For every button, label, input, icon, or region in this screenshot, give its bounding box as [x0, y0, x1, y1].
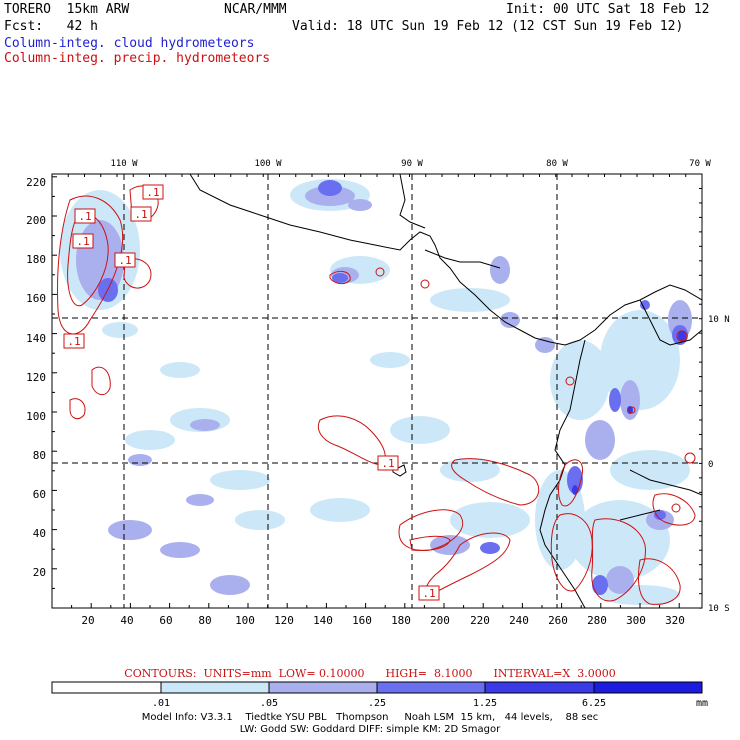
x-tick-label: 140 — [313, 614, 333, 627]
contour-label: .1 — [381, 457, 394, 470]
colorbar-segment — [160, 681, 270, 694]
contour-info: CONTOURS: UNITS=mm LOW= 0.10000 HIGH= 8.… — [124, 667, 616, 680]
model-info-line1: Model Info: V3.3.1 Tiedtke YSU PBL Thomp… — [141, 712, 599, 723]
colorbar-unit: mm — [696, 698, 708, 709]
lon-label-100w: 100 W — [254, 159, 282, 169]
contour-label: .1 — [146, 186, 159, 199]
valid-time: Valid: 18 UTC Sun 19 Feb 12 (12 CST Sun … — [292, 19, 684, 34]
contour-label: .1 — [422, 587, 435, 600]
x-tick-label: 320 — [665, 614, 685, 627]
y-tick-label: 120 — [26, 371, 46, 384]
x-tick-label: 260 — [548, 614, 568, 627]
colorbar-tick-label: .01 — [152, 698, 170, 709]
colorbar-segment — [268, 681, 378, 694]
x-tick-label: 220 — [470, 614, 490, 627]
axis-ticks — [51, 173, 703, 609]
colorbar-tick-label: .05 — [260, 698, 278, 709]
forecast-hour: Fcst: 42 h — [4, 19, 98, 34]
y-tick-label: 40 — [33, 527, 46, 540]
organization: NCAR/MMM — [224, 2, 287, 17]
colorbar-segment — [593, 681, 703, 694]
lat-label-0: 0 — [708, 460, 713, 470]
graticule — [52, 174, 702, 608]
x-grid-labels: 20 40 60 80 100 120 140 160 180 200 220 … — [81, 614, 685, 627]
x-tick-label: 160 — [352, 614, 372, 627]
cloud-shading-strong — [572, 331, 686, 495]
contour-label: .1 — [78, 210, 91, 223]
x-tick-label: 80 — [198, 614, 211, 627]
precip-contours — [57, 185, 696, 605]
contour-label: .1 — [67, 335, 80, 348]
x-tick-label: 120 — [274, 614, 294, 627]
lon-label-110w: 110 W — [110, 159, 138, 169]
cloud-field-label: Column-integ. cloud hydrometeors — [4, 36, 255, 51]
lat-label-10s: 10 S — [708, 604, 730, 614]
colorbar-segment — [376, 681, 486, 694]
colorbar-tick-label: 1.25 — [473, 698, 497, 709]
x-tick-label: 20 — [81, 614, 94, 627]
contour-label: .1 — [118, 254, 131, 267]
y-tick-label: 220 — [26, 176, 46, 189]
lon-label-90w: 90 W — [401, 159, 423, 169]
contour-label: .1 — [134, 208, 147, 221]
x-tick-label: 240 — [509, 614, 529, 627]
model-title: TORERO 15km ARW — [4, 2, 130, 17]
x-tick-label: 100 — [235, 614, 255, 627]
latitude-labels: 10 N 0 10 S — [708, 315, 730, 614]
contour-labels: .1 .1 .1 .1 .1 .1 .1 .1 — [63, 184, 440, 601]
coastlines — [189, 174, 702, 608]
lon-label-70w: 70 W — [689, 159, 711, 169]
x-tick-label: 180 — [391, 614, 411, 627]
lat-label-10n: 10 N — [708, 315, 730, 325]
y-tick-label: 20 — [33, 566, 46, 579]
colorbar-tick-label: .25 — [368, 698, 386, 709]
colorbar-segment — [51, 681, 162, 694]
y-tick-label: 160 — [26, 292, 46, 305]
colorbar-tick-label: 6.25 — [582, 698, 606, 709]
y-tick-label: 180 — [26, 253, 46, 266]
precip-field-label: Column-integ. precip. hydrometeors — [4, 51, 271, 66]
y-tick-label: 100 — [26, 410, 46, 423]
y-tick-label: 60 — [33, 488, 46, 501]
contour-label: .1 — [76, 235, 89, 248]
x-tick-label: 280 — [587, 614, 607, 627]
x-tick-label: 60 — [159, 614, 172, 627]
x-tick-label: 40 — [120, 614, 133, 627]
y-tick-label: 140 — [26, 332, 46, 345]
colorbar-segment — [484, 681, 595, 694]
colorbar: .01 .05 .25 1.25 6.25 mm — [51, 681, 708, 709]
y-tick-label: 200 — [26, 214, 46, 227]
y-tick-label: 80 — [33, 449, 46, 462]
longitude-labels: 110 W 100 W 90 W 80 W 70 W — [110, 159, 711, 169]
model-info-line2: LW: Godd SW: Goddard DIFF: simple KM: 2D… — [239, 724, 501, 735]
lon-label-80w: 80 W — [546, 159, 568, 169]
init-time: Init: 00 UTC Sat 18 Feb 12 — [506, 2, 710, 17]
y-grid-labels: 220 200 180 160 140 120 100 80 60 40 20 — [26, 176, 46, 579]
x-tick-label: 200 — [430, 614, 450, 627]
x-tick-label: 300 — [626, 614, 646, 627]
